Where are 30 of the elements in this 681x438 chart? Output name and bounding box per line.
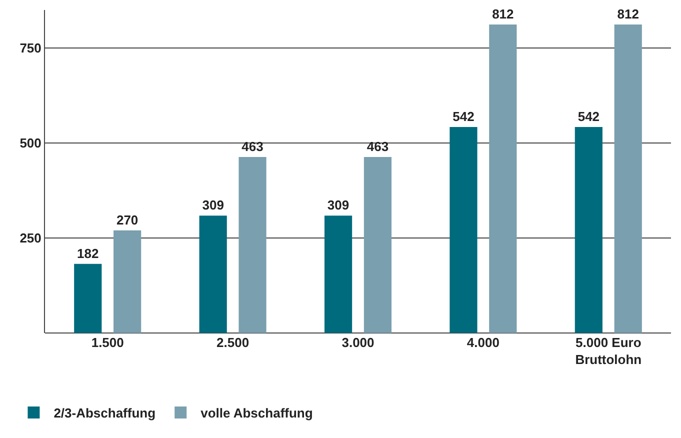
bar <box>489 24 517 333</box>
data-label: 812 <box>492 6 514 22</box>
data-label: 463 <box>242 139 264 154</box>
bar <box>238 157 266 333</box>
legend-label: 2/3-Abschaffung <box>54 406 156 421</box>
data-label: 542 <box>452 109 474 124</box>
bar <box>199 216 227 333</box>
data-label: 812 <box>617 6 639 22</box>
x-tick-label: 4.000 <box>466 335 500 350</box>
x-tick-label: 5.000 Euro Bruttolohn <box>575 335 642 367</box>
y-tick-label: 750 <box>20 40 42 56</box>
data-label: 270 <box>116 212 138 228</box>
data-label: 542 <box>578 109 600 124</box>
data-label: 309 <box>327 198 350 213</box>
y-tick-label: 250 <box>20 230 42 246</box>
data-label: 309 <box>202 198 224 213</box>
x-tick-label: 2.500 <box>216 335 250 350</box>
x-tick-label: 1.500 <box>91 335 124 350</box>
bar <box>324 216 352 333</box>
y-tick-label: 500 <box>20 136 42 151</box>
bar <box>74 264 102 333</box>
data-label: 463 <box>366 139 389 154</box>
bar <box>614 24 642 333</box>
data-label: 182 <box>77 246 99 261</box>
bar <box>450 127 478 333</box>
bar <box>574 127 602 333</box>
bar <box>114 230 142 333</box>
legend-label: volle Abschaffung <box>200 406 313 421</box>
x-tick-label: 3.000 <box>342 335 374 350</box>
bar <box>364 157 392 333</box>
